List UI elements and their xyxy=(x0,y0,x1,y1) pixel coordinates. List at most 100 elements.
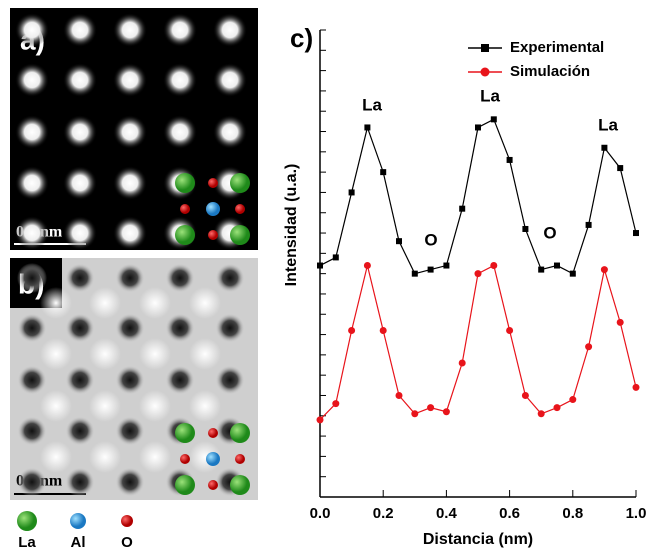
atom-column xyxy=(63,13,97,47)
atom-label: Al xyxy=(71,534,86,551)
light-spot xyxy=(40,287,72,319)
legend-marker xyxy=(481,44,489,52)
light-spot xyxy=(89,338,121,370)
atom-column xyxy=(165,313,195,343)
atom-column xyxy=(15,166,49,200)
atom-column xyxy=(15,13,49,47)
marker xyxy=(380,169,387,176)
o-atom xyxy=(235,454,245,464)
annotation: O xyxy=(424,230,437,249)
al-atom xyxy=(70,513,86,529)
atom-column xyxy=(163,13,197,47)
o-atom xyxy=(235,204,245,214)
atom-column xyxy=(17,263,47,293)
atom-column xyxy=(15,216,49,250)
marker xyxy=(316,416,324,424)
marker xyxy=(506,156,513,163)
light-spot xyxy=(40,390,72,422)
marker xyxy=(427,404,435,412)
x-tick-label: 0.6 xyxy=(499,505,520,522)
atom-column xyxy=(17,365,47,395)
atom-column xyxy=(215,313,245,343)
atom-column xyxy=(113,115,147,149)
marker xyxy=(317,262,323,269)
atom-column xyxy=(65,365,95,395)
atom-column xyxy=(17,313,47,343)
marker xyxy=(585,343,593,351)
series-line xyxy=(319,118,637,275)
marker xyxy=(411,410,419,418)
atom-column xyxy=(215,263,245,293)
atom-column xyxy=(63,166,97,200)
marker xyxy=(538,266,545,273)
light-spot xyxy=(40,441,72,473)
marker xyxy=(379,327,387,335)
la-atom xyxy=(175,225,195,245)
o-atom xyxy=(208,230,218,240)
legend-label: Experimental xyxy=(510,39,604,56)
light-spot xyxy=(139,441,171,473)
atom-column xyxy=(17,416,47,446)
atom-column xyxy=(213,115,247,149)
atom-column xyxy=(63,115,97,149)
atom-column xyxy=(215,365,245,395)
marker xyxy=(458,359,466,367)
annotation: La xyxy=(598,115,618,134)
atom-column xyxy=(63,216,97,250)
marker xyxy=(459,205,466,212)
marker xyxy=(616,318,624,326)
atom-column xyxy=(115,365,145,395)
marker xyxy=(537,410,545,418)
marker xyxy=(363,262,371,270)
atom-column xyxy=(113,63,147,97)
atom-column xyxy=(115,467,145,497)
light-spot xyxy=(89,390,121,422)
atom-legend: La Al O xyxy=(17,511,133,551)
light-spot xyxy=(139,338,171,370)
atom-column xyxy=(17,467,47,497)
marker xyxy=(553,404,561,412)
marker xyxy=(411,270,418,277)
la-atom xyxy=(230,173,250,193)
marker xyxy=(364,124,371,131)
marker xyxy=(522,225,529,232)
x-tick-label: 0.0 xyxy=(310,505,331,522)
marker xyxy=(490,262,498,270)
marker xyxy=(442,408,450,416)
la-atom xyxy=(17,511,37,531)
al-atom xyxy=(206,202,220,216)
atom-column xyxy=(115,263,145,293)
light-spot xyxy=(89,441,121,473)
marker xyxy=(443,262,450,269)
o-atom xyxy=(208,480,218,490)
atom-column xyxy=(115,416,145,446)
marker xyxy=(332,400,340,408)
atom-column xyxy=(65,467,95,497)
y-axis-label: Intensidad (u.a.) xyxy=(283,164,300,287)
atom-column xyxy=(113,13,147,47)
la-atom xyxy=(230,475,250,495)
annotation: La xyxy=(480,86,500,105)
annotation: La xyxy=(362,95,382,114)
light-spot xyxy=(40,338,72,370)
atom-column xyxy=(65,416,95,446)
panel-a: a) 0.5 nm xyxy=(10,8,258,250)
atom-column xyxy=(63,63,97,97)
marker xyxy=(633,230,639,237)
la-atom xyxy=(175,423,195,443)
marker xyxy=(348,189,355,196)
atom-column xyxy=(15,63,49,97)
legend-marker xyxy=(480,67,490,77)
atom-column xyxy=(213,63,247,97)
la-atom xyxy=(175,173,195,193)
marker xyxy=(490,116,497,123)
light-spot xyxy=(139,287,171,319)
marker xyxy=(474,270,482,278)
atom-label: O xyxy=(121,534,133,551)
marker xyxy=(569,270,576,277)
atom-column xyxy=(113,166,147,200)
atom-column xyxy=(213,13,247,47)
marker xyxy=(506,327,514,335)
panel-label: c) xyxy=(290,23,313,53)
